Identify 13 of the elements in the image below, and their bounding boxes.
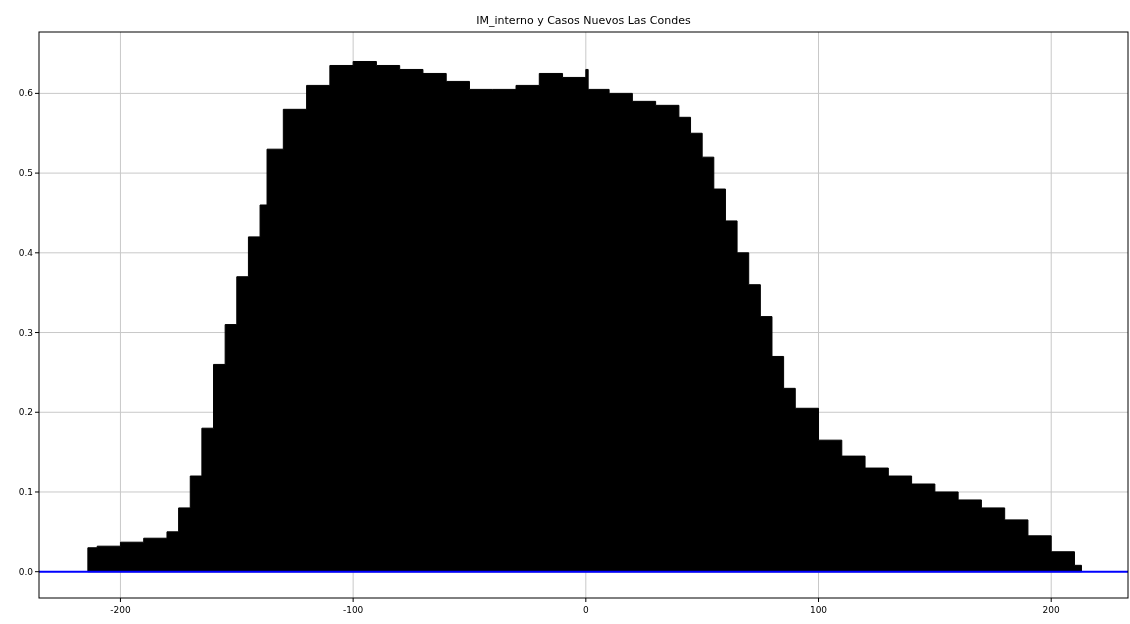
- y-tick-label: 0.5: [18, 168, 33, 179]
- chart-title: IM_interno y Casos Nuevos Las Condes: [476, 14, 691, 27]
- y-tick-label: 0.2: [18, 407, 33, 418]
- x-tick-label: 0: [582, 605, 589, 615]
- x-tick-label: 100: [809, 605, 828, 615]
- y-tick-label: 0.4: [18, 247, 34, 258]
- y-tick-label: 0.0: [18, 566, 34, 577]
- x-tick-label: -100: [342, 605, 364, 615]
- y-tick-label: 0.1: [18, 486, 33, 497]
- y-tick-label: 0.3: [18, 327, 33, 338]
- x-tick-label: 200: [1042, 605, 1061, 615]
- x-tick-label: -200: [110, 605, 131, 615]
- y-tick-label: 0.6: [18, 88, 34, 99]
